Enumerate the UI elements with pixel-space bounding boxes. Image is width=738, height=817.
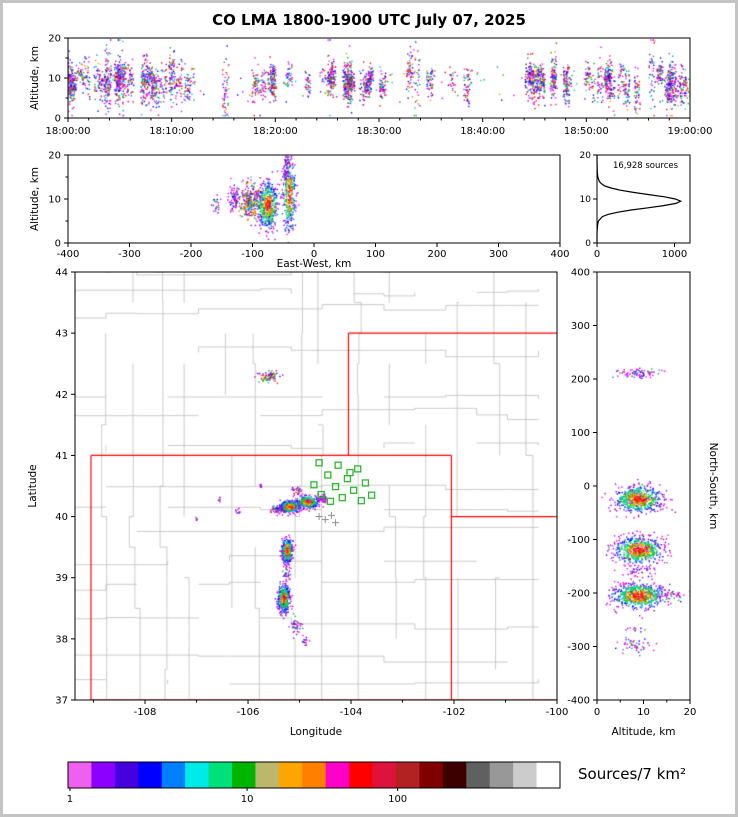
svg-text:0: 0: [594, 249, 600, 260]
svg-text:10: 10: [241, 794, 254, 805]
svg-text:-104: -104: [340, 707, 363, 718]
svg-text:43: 43: [55, 329, 68, 340]
svg-text:18:00:00: 18:00:00: [46, 126, 91, 137]
svg-text:-100: -100: [546, 707, 569, 718]
svg-text:-300: -300: [118, 249, 141, 260]
svg-text:18:30:00: 18:30:00: [357, 126, 402, 137]
svg-text:20: 20: [684, 707, 697, 718]
svg-text:North-South, km: North-South, km: [707, 443, 719, 530]
svg-text:20: 20: [580, 151, 592, 161]
svg-text:0: 0: [55, 239, 61, 250]
svg-text:0: 0: [584, 482, 590, 493]
svg-text:20: 20: [48, 151, 61, 162]
svg-text:37: 37: [55, 696, 68, 707]
svg-text:44: 44: [55, 268, 68, 279]
svg-text:-300: -300: [567, 642, 590, 653]
svg-text:39: 39: [55, 573, 68, 584]
svg-text:40: 40: [55, 512, 68, 523]
svg-text:19:00:00: 19:00:00: [668, 126, 713, 137]
svg-text:0: 0: [585, 239, 591, 249]
svg-text:200: 200: [427, 249, 446, 260]
svg-text:-400: -400: [567, 696, 590, 707]
svg-text:10: 10: [637, 707, 650, 718]
svg-text:Longitude: Longitude: [290, 726, 342, 738]
svg-text:-108: -108: [134, 707, 157, 718]
svg-text:10: 10: [48, 74, 61, 85]
svg-text:0: 0: [55, 114, 61, 125]
svg-text:1000: 1000: [662, 249, 687, 260]
svg-text:0: 0: [311, 249, 317, 260]
svg-text:18:40:00: 18:40:00: [460, 126, 505, 137]
svg-text:18:10:00: 18:10:00: [149, 126, 194, 137]
svg-text:400: 400: [571, 268, 590, 279]
svg-text:300: 300: [571, 321, 590, 332]
svg-text:20: 20: [48, 34, 61, 45]
svg-text:Altitude, km: Altitude, km: [611, 726, 675, 738]
svg-text:100: 100: [571, 428, 590, 439]
svg-text:10: 10: [48, 195, 61, 206]
svg-text:18:50:00: 18:50:00: [564, 126, 609, 137]
svg-text:-102: -102: [443, 707, 466, 718]
svg-text:10: 10: [580, 195, 592, 205]
svg-text:100: 100: [388, 794, 407, 805]
svg-text:1: 1: [67, 794, 73, 805]
figure-title: CO LMA 1800-1900 UTC July 07, 2025: [212, 11, 526, 29]
svg-text:-400: -400: [57, 249, 80, 260]
svg-text:400: 400: [550, 249, 569, 260]
svg-text:0: 0: [594, 707, 600, 718]
svg-text:Altitude, km: Altitude, km: [29, 46, 41, 110]
svg-text:16,928 sources: 16,928 sources: [613, 161, 679, 171]
svg-text:100: 100: [366, 249, 385, 260]
colorbar-label: Sources/7 km²: [578, 765, 687, 783]
svg-text:-200: -200: [567, 589, 590, 600]
svg-text:200: 200: [571, 375, 590, 386]
svg-text:-200: -200: [180, 249, 203, 260]
svg-text:Latitude: Latitude: [27, 464, 39, 507]
svg-text:-100: -100: [241, 249, 264, 260]
svg-text:-106: -106: [237, 707, 260, 718]
svg-text:18:20:00: 18:20:00: [253, 126, 298, 137]
svg-text:East-West, km: East-West, km: [277, 258, 352, 270]
svg-text:Altitude, km: Altitude, km: [29, 167, 41, 231]
svg-text:-100: -100: [567, 535, 590, 546]
svg-text:38: 38: [55, 634, 68, 645]
svg-text:41: 41: [55, 451, 68, 462]
svg-text:300: 300: [489, 249, 508, 260]
svg-text:42: 42: [55, 390, 68, 401]
